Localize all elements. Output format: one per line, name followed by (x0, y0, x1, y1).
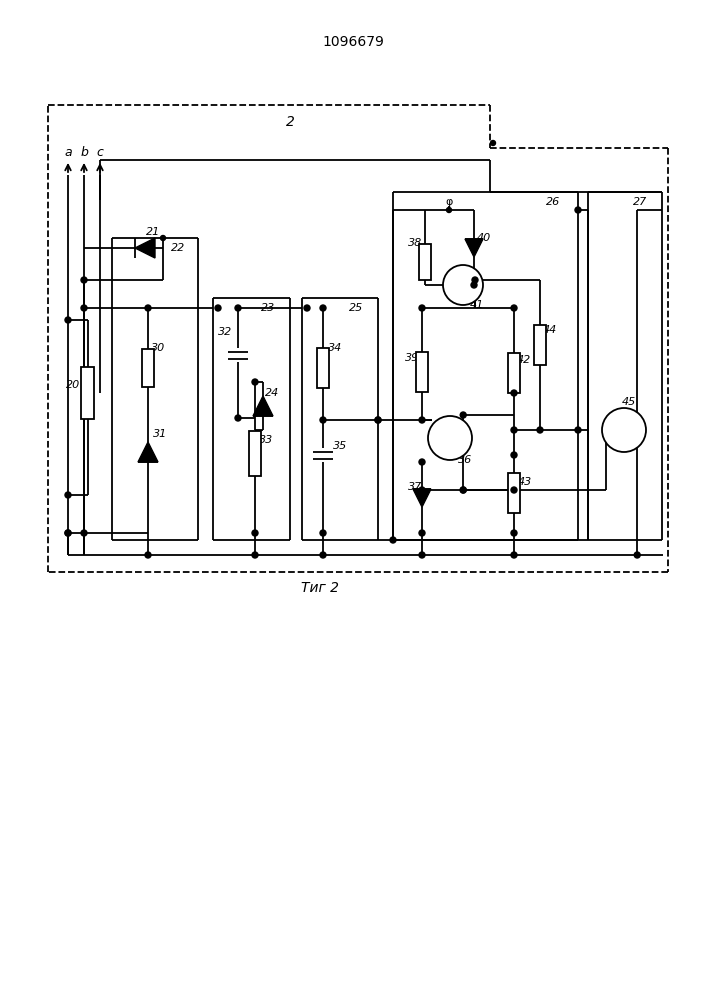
Circle shape (215, 305, 221, 311)
Circle shape (471, 282, 477, 288)
Bar (416, 352, 428, 392)
Text: 41: 41 (470, 300, 484, 310)
Text: b: b (80, 145, 88, 158)
Circle shape (511, 305, 517, 311)
Bar (508, 353, 520, 393)
Circle shape (375, 417, 381, 423)
Bar (534, 325, 546, 365)
Circle shape (65, 530, 71, 536)
Circle shape (443, 265, 483, 305)
Circle shape (634, 552, 641, 558)
Circle shape (304, 305, 310, 311)
Circle shape (320, 417, 326, 423)
Bar (142, 349, 154, 387)
Circle shape (460, 487, 466, 493)
Text: 23: 23 (261, 303, 275, 313)
Text: 33: 33 (259, 435, 273, 445)
Text: c: c (97, 145, 103, 158)
Text: 43: 43 (518, 477, 532, 487)
Circle shape (419, 552, 425, 558)
Polygon shape (135, 238, 155, 258)
Circle shape (81, 305, 87, 311)
Polygon shape (253, 396, 273, 416)
Bar (249, 430, 261, 476)
Circle shape (602, 408, 646, 452)
Text: 34: 34 (328, 343, 342, 353)
Text: 21: 21 (146, 227, 160, 237)
Circle shape (390, 537, 396, 543)
Circle shape (145, 305, 151, 311)
Circle shape (419, 305, 425, 311)
Text: 44: 44 (543, 325, 557, 335)
Circle shape (511, 427, 517, 433)
Circle shape (419, 487, 425, 493)
Text: a: a (64, 145, 72, 158)
Circle shape (145, 552, 151, 558)
Circle shape (320, 530, 326, 536)
Circle shape (235, 305, 241, 311)
Circle shape (511, 552, 517, 558)
Circle shape (252, 552, 258, 558)
Circle shape (65, 492, 71, 498)
Text: 36: 36 (458, 455, 472, 465)
Circle shape (575, 207, 581, 213)
Circle shape (160, 235, 165, 240)
Text: 1096679: 1096679 (322, 35, 384, 49)
Text: 35: 35 (333, 441, 347, 451)
Circle shape (252, 530, 258, 536)
Text: 22: 22 (171, 243, 185, 253)
Text: 25: 25 (349, 303, 363, 313)
Circle shape (511, 390, 517, 396)
Polygon shape (465, 239, 483, 257)
Circle shape (252, 379, 258, 385)
Circle shape (320, 305, 326, 311)
Text: 32: 32 (218, 327, 232, 337)
Circle shape (575, 427, 581, 433)
Circle shape (537, 427, 543, 433)
Circle shape (235, 415, 241, 421)
Circle shape (81, 277, 87, 283)
Circle shape (419, 530, 425, 536)
Text: 26: 26 (546, 197, 560, 207)
Text: 40: 40 (477, 233, 491, 243)
Circle shape (81, 530, 87, 536)
Circle shape (460, 412, 466, 418)
Text: Τиг 2: Τиг 2 (301, 581, 339, 595)
Text: φ: φ (445, 197, 452, 207)
Circle shape (447, 208, 452, 213)
Text: 31: 31 (153, 429, 167, 439)
Bar (419, 244, 431, 280)
Circle shape (460, 487, 466, 493)
Circle shape (419, 417, 425, 423)
Circle shape (375, 417, 381, 423)
Circle shape (472, 277, 478, 283)
Circle shape (511, 530, 517, 536)
Circle shape (320, 552, 326, 558)
Circle shape (65, 317, 71, 323)
Text: 30: 30 (151, 343, 165, 353)
Text: 2: 2 (286, 115, 294, 129)
Circle shape (511, 487, 517, 493)
Text: 27: 27 (633, 197, 647, 207)
Bar (508, 473, 520, 513)
Text: 20: 20 (66, 380, 80, 390)
Text: 24: 24 (265, 388, 279, 398)
Bar (81, 367, 95, 419)
Circle shape (419, 459, 425, 465)
Circle shape (491, 140, 496, 145)
Polygon shape (413, 489, 431, 507)
Circle shape (428, 416, 472, 460)
Polygon shape (138, 442, 158, 462)
Circle shape (65, 530, 71, 536)
Text: 45: 45 (622, 397, 636, 407)
Text: 42: 42 (517, 355, 531, 365)
Circle shape (511, 452, 517, 458)
Text: 38: 38 (408, 238, 422, 248)
Text: 39: 39 (405, 353, 419, 363)
Bar (317, 348, 329, 388)
Text: 37: 37 (408, 482, 422, 492)
